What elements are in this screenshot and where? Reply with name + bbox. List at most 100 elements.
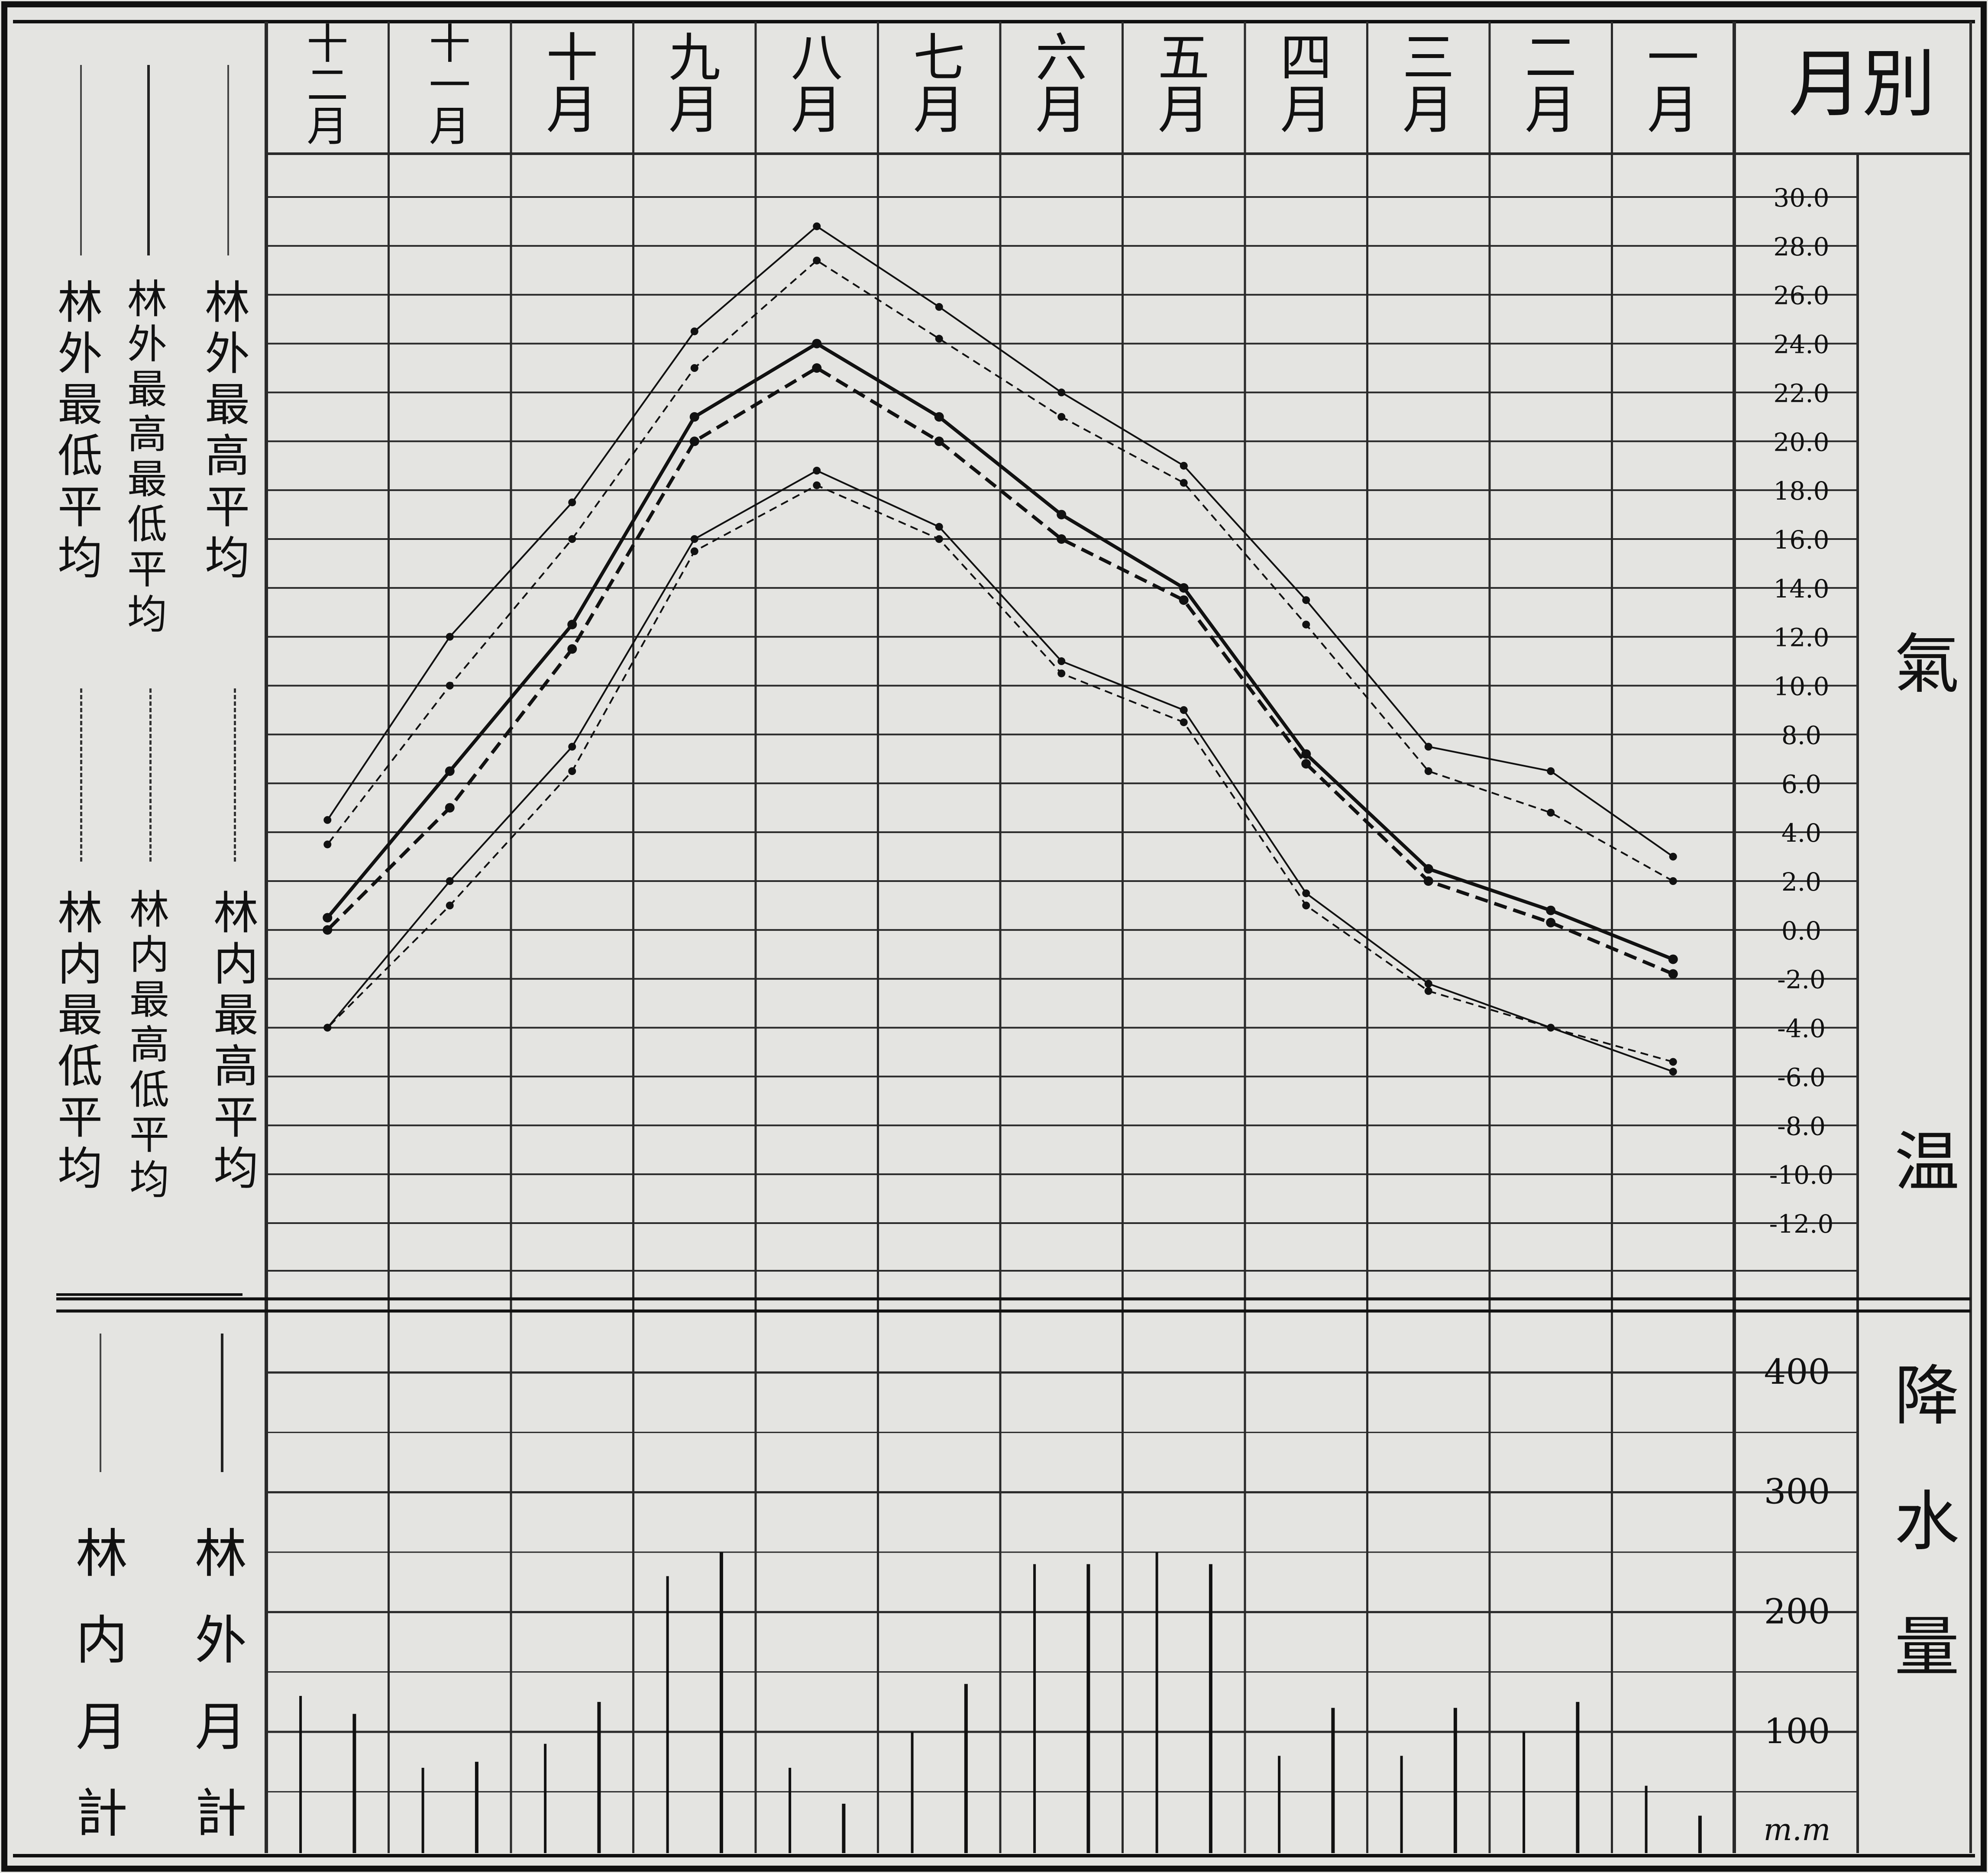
series-point: [568, 535, 576, 543]
series-point: [1424, 743, 1432, 751]
legend-outside-maxmin-label: 林外最高最低平均: [127, 276, 167, 638]
month-header-label: 一: [429, 61, 471, 110]
legend-line-outside-maxmin: [147, 65, 150, 255]
series-point: [1057, 657, 1066, 665]
temperature-section-label: 氣温: [1894, 627, 1959, 1200]
series-point: [1057, 534, 1067, 544]
series-point: [813, 222, 821, 230]
month-header-label: 月: [429, 102, 471, 151]
series-point: [1669, 853, 1677, 861]
series-point: [1179, 595, 1189, 605]
temp-tick-label: 14.0: [1773, 574, 1829, 604]
series-line-2: [326, 259, 1674, 882]
series-point: [446, 901, 454, 910]
series-point: [1423, 876, 1433, 886]
legend-inside-max-label: 林内最高平均: [213, 887, 259, 1195]
series-point: [812, 339, 822, 349]
temp-tick-label: 10.0: [1773, 672, 1829, 701]
series-point: [446, 877, 454, 885]
series-point: [690, 535, 698, 543]
series-point: [323, 840, 332, 849]
series-point: [934, 412, 944, 422]
temp-tick-label: 4.0: [1781, 818, 1821, 848]
temp-tick-label: 18.0: [1773, 476, 1829, 506]
month-header-label: 月: [546, 80, 598, 140]
precip-tick-label: 200: [1764, 1591, 1830, 1631]
series-line-5: [326, 469, 1674, 1072]
month-header-label: 一: [1647, 28, 1699, 88]
month-header-label: 十: [429, 20, 471, 68]
series-point: [1546, 905, 1556, 915]
series-point: [935, 523, 943, 531]
series-point: [934, 436, 944, 446]
month-header-label: 月: [307, 102, 348, 151]
month-header-label: 六: [1035, 28, 1087, 88]
series-point: [690, 547, 698, 555]
series-point: [1547, 809, 1555, 817]
precip-unit-label: m.m: [1763, 1812, 1830, 1847]
legend-line-outside-max: [227, 65, 229, 255]
legend-outside-precip-label: 林外月計: [195, 1524, 247, 1844]
series-point: [567, 644, 577, 654]
series-point: [1301, 759, 1311, 769]
legend-line-inside-max: [234, 688, 236, 862]
month-header-label: 九: [669, 28, 721, 88]
series-point: [323, 816, 332, 824]
month-header-label: 五: [1158, 28, 1210, 88]
series-line-3: [326, 341, 1674, 961]
series-point: [1302, 889, 1310, 898]
temp-tick-label: -6.0: [1777, 1062, 1826, 1092]
series-point: [812, 363, 822, 373]
temp-tick-label: 26.0: [1773, 281, 1829, 310]
series-point: [1180, 479, 1188, 487]
series-point: [1302, 596, 1310, 604]
series-point: [689, 436, 699, 446]
legend-line-inside-maxmin: [149, 688, 152, 862]
series-point: [568, 743, 576, 751]
series-point: [1057, 510, 1067, 520]
series-line-6: [326, 484, 1674, 1063]
temp-tick-label: 30.0: [1773, 183, 1829, 213]
precip-tick-label: 400: [1764, 1352, 1830, 1392]
temp-tick-label: 6.0: [1781, 769, 1821, 799]
month-header-label: 四: [1280, 28, 1332, 88]
legend-line-outside-min: [80, 65, 82, 255]
series-point: [1302, 620, 1310, 629]
month-header-label: 十: [546, 28, 598, 88]
month-header-label: 十: [307, 20, 348, 68]
series-point: [568, 767, 576, 775]
series-point: [1057, 413, 1066, 421]
series-point: [813, 481, 821, 489]
month-header-label: 月: [1158, 80, 1210, 140]
temp-tick-label: 20.0: [1773, 427, 1829, 457]
temp-tick-label: 22.0: [1773, 378, 1829, 408]
series-point: [1669, 877, 1677, 885]
temp-tick-label: -4.0: [1777, 1014, 1826, 1043]
month-header-label: 二: [1525, 28, 1577, 88]
month-header-label: 月: [669, 80, 721, 140]
month-header-label: 月: [1525, 80, 1577, 140]
series-point: [445, 766, 455, 776]
temp-tick-label: 24.0: [1773, 330, 1829, 359]
series-point: [1179, 583, 1189, 593]
series-point: [1301, 749, 1311, 759]
temp-tick-label: 16.0: [1773, 525, 1829, 555]
series-point: [1668, 954, 1678, 964]
series-point: [567, 620, 577, 630]
legend-outside-min-label: 林外最低平均: [57, 276, 103, 585]
series-point: [689, 412, 699, 422]
legend-inside-maxmin-label: 林内最高低平均: [129, 887, 169, 1203]
series-point: [690, 364, 698, 372]
month-header-label: 二: [307, 61, 348, 110]
month-header-label: 月: [791, 80, 843, 140]
legend-outside-max-label: 林外最高平均: [204, 276, 250, 585]
temp-tick-label: 2.0: [1781, 867, 1821, 897]
legend-inside-min-label: 林内最低平均: [57, 887, 103, 1195]
series-point: [445, 803, 455, 813]
series-point: [1424, 980, 1432, 988]
series-point: [813, 256, 821, 265]
precipitation-section-label: 降水量: [1894, 1359, 1959, 1685]
series-point: [1057, 388, 1066, 397]
